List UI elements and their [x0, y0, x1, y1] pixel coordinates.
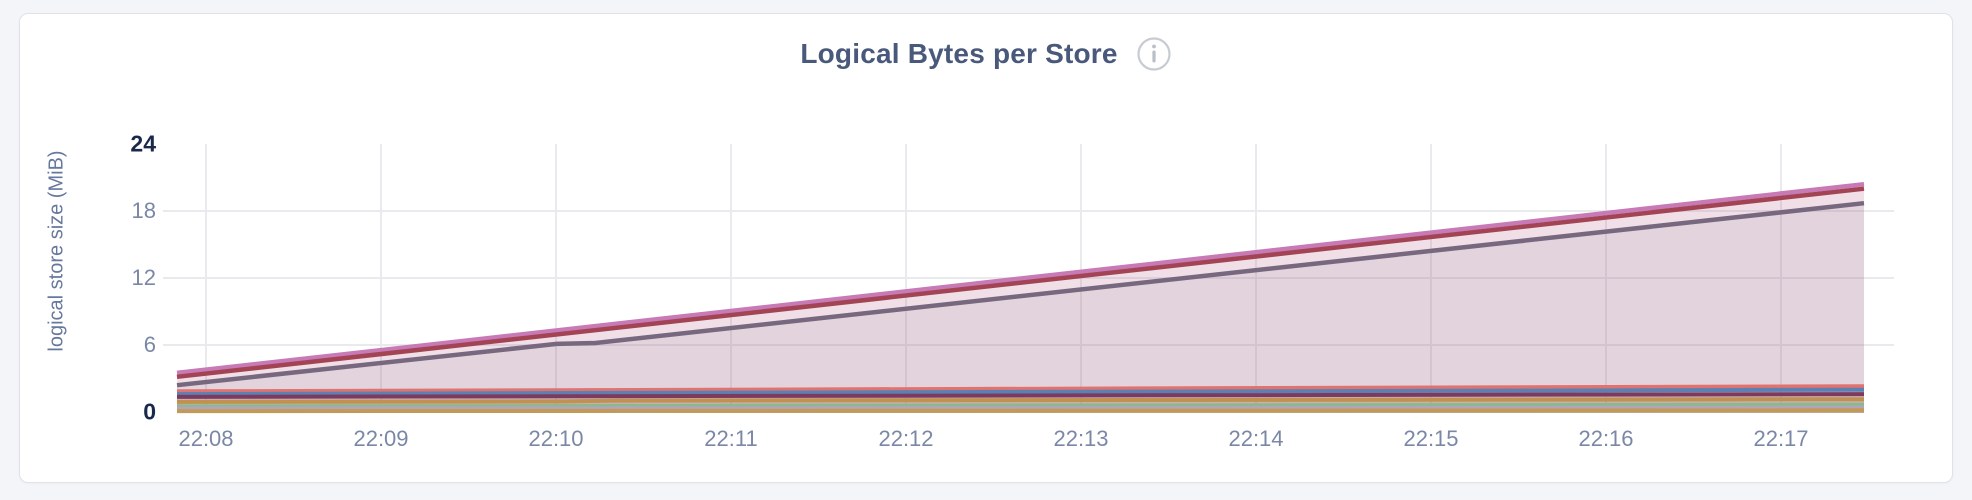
series-line-store-6 — [176, 392, 1865, 399]
series-line-store-10 — [176, 408, 1865, 414]
chart-canvas[interactable] — [20, 14, 1954, 484]
chart-card: Logical Bytes per Store logical store si… — [19, 13, 1953, 483]
y-axis-label: logical store size (MiB) — [45, 150, 68, 352]
series-line-store-2 — [176, 186, 1865, 380]
series-area-store-2 — [177, 188, 1864, 413]
series-line-store-7 — [176, 397, 1865, 404]
info-icon[interactable] — [1136, 36, 1172, 72]
series-line-store-5 — [176, 387, 1865, 397]
series-line-store-3 — [176, 200, 1865, 388]
series-line-store-4 — [176, 384, 1865, 394]
series-area-store-3 — [177, 203, 1864, 413]
series-area-store-1 — [177, 184, 1864, 413]
series-line-store-8 — [176, 402, 1865, 409]
series-line-store-1 — [176, 181, 1865, 376]
series-line-store-9 — [176, 405, 1865, 411]
